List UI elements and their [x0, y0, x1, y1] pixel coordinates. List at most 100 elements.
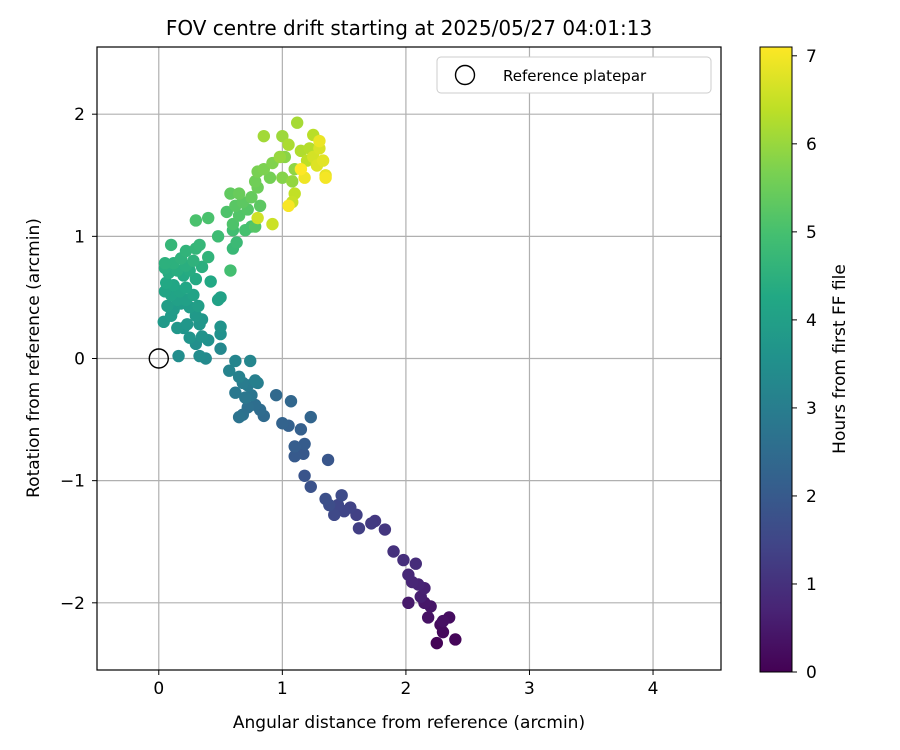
data-point: [189, 272, 203, 286]
data-point: [331, 498, 345, 512]
data-point: [298, 469, 311, 482]
data-point: [288, 440, 301, 453]
data-point: [402, 568, 415, 581]
data-point: [397, 553, 410, 567]
data-point: [189, 309, 203, 322]
reference-platepar-marker: [148, 348, 169, 369]
data-point: [179, 244, 193, 258]
x-tick-label: 0: [153, 679, 164, 699]
data-point: [253, 199, 267, 213]
colorbar-tick-label: 2: [806, 487, 817, 507]
chart-title: FOV centre drift starting at 2025/05/27 …: [166, 16, 652, 40]
data-point: [224, 187, 237, 200]
data-point: [282, 138, 295, 151]
y-axis-label: Rotation from reference (arcmin): [24, 218, 44, 498]
colorbar-tick-label: 5: [806, 223, 817, 243]
data-point: [239, 391, 252, 404]
data-point: [248, 175, 262, 188]
y-tick-label: −2: [60, 594, 85, 614]
data-point: [244, 354, 257, 368]
data-point: [229, 354, 242, 368]
data-point: [294, 162, 308, 176]
data-point: [189, 214, 203, 227]
data-point: [269, 388, 283, 402]
data-point: [230, 236, 243, 249]
data-point: [232, 410, 246, 424]
data-point: [286, 175, 299, 188]
data-point: [284, 395, 298, 408]
data-point: [229, 386, 242, 399]
y-tick-label: 0: [74, 350, 85, 370]
data-point: [214, 342, 227, 355]
data-point: [335, 489, 348, 502]
data-point: [290, 116, 304, 129]
data-point: [193, 349, 206, 363]
legend-entry-label: Reference platepar: [503, 67, 647, 85]
data-point: [328, 508, 341, 522]
data-point: [248, 374, 262, 387]
y-axis-ticks: −2 −1 0 1 2: [60, 105, 97, 614]
data-point: [257, 162, 271, 176]
data-point: [202, 211, 215, 225]
colorbar-tick-label: 0: [806, 663, 817, 683]
x-tick-label: 3: [524, 679, 535, 699]
data-point: [172, 349, 185, 363]
data-point: [192, 299, 205, 313]
colorbar-tick-label: 4: [806, 311, 817, 331]
data-point: [161, 299, 174, 313]
x-axis-label: Angular distance from reference (arcmin): [233, 713, 585, 733]
data-point: [204, 275, 217, 288]
x-tick-label: 1: [277, 679, 288, 699]
data-point: [321, 453, 335, 467]
data-point: [251, 211, 264, 225]
data-point: [276, 171, 289, 184]
data-point: [352, 522, 366, 535]
data-point: [288, 450, 301, 463]
data-point: [266, 217, 279, 231]
data-point: [195, 330, 209, 343]
data-point: [211, 230, 225, 243]
data-point: [193, 238, 206, 252]
data-point: [313, 134, 326, 148]
colorbar-ticks: 0 1 2 3 4 5 6 7: [792, 47, 817, 683]
colorbar-tick-label: 1: [806, 575, 817, 595]
data-point: [294, 423, 308, 436]
data-point: [304, 410, 317, 424]
data-point: [436, 614, 450, 628]
colorbar-label: Hours from first FF file: [830, 264, 850, 454]
data-point: [378, 523, 392, 536]
colorbar-tick-label: 3: [806, 399, 817, 419]
data-point: [183, 331, 196, 344]
data-point: [257, 129, 271, 143]
colorbar-tick-label: 7: [806, 47, 817, 67]
data-point: [232, 187, 246, 200]
data-point: [202, 250, 215, 264]
data-point: [232, 370, 246, 384]
data-point: [232, 209, 246, 222]
legend-box: [436, 56, 712, 94]
data-point: [214, 320, 227, 333]
data-point: [298, 437, 311, 451]
y-tick-label: 2: [74, 105, 85, 125]
legend-marker-icon: [454, 64, 476, 86]
data-point: [164, 238, 178, 252]
data-point: [214, 291, 227, 304]
data-point: [276, 417, 289, 430]
x-axis-ticks: 0 1 2 3 4: [153, 670, 658, 699]
data-point: [245, 191, 258, 204]
data-point: [273, 150, 287, 164]
data-point: [304, 480, 317, 493]
data-point: [226, 217, 240, 231]
colorbar: 0 1 2 3 4 5 6 7 Hours from first FF file: [759, 46, 850, 683]
data-point: [220, 205, 233, 219]
data-points: [157, 116, 462, 650]
data-point: [158, 257, 172, 270]
data-point: [181, 318, 194, 331]
data-point: [409, 557, 422, 570]
data-point: [319, 492, 332, 506]
data-point: [282, 199, 295, 213]
data-point: [187, 254, 200, 267]
data-point: [365, 517, 378, 530]
data-point: [195, 260, 209, 274]
